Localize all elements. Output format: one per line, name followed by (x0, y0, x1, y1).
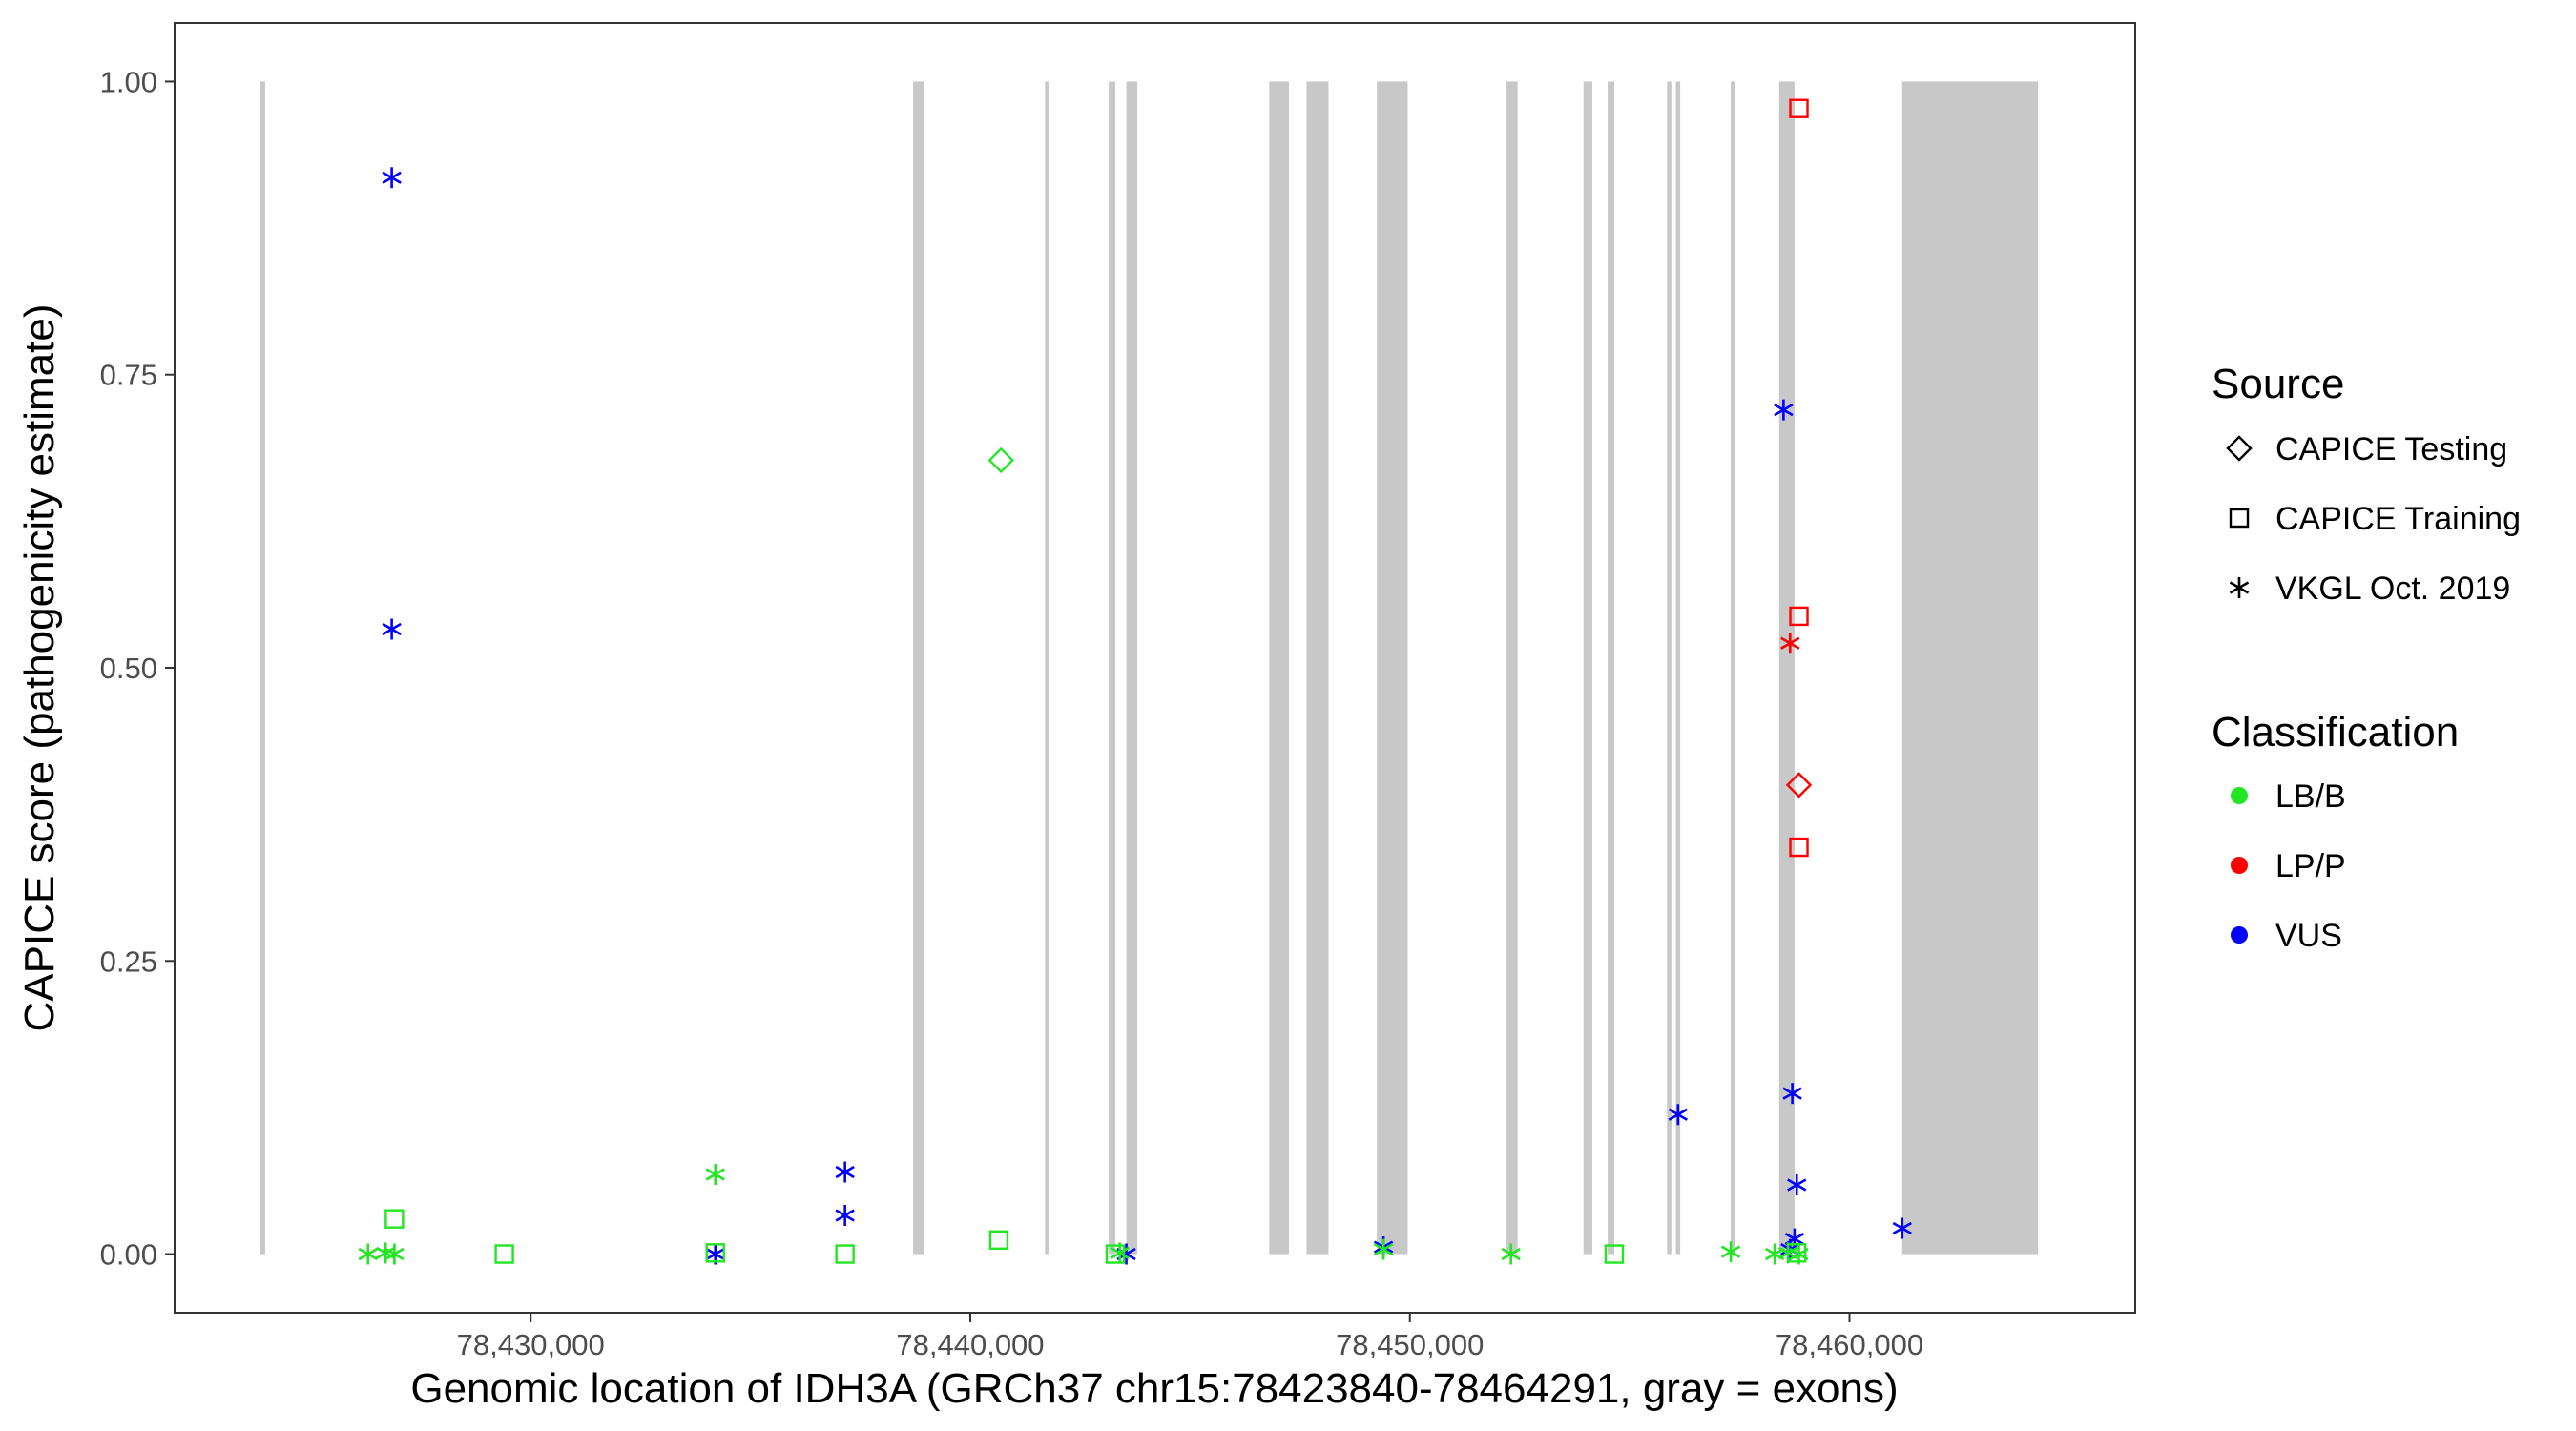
exon-band (1109, 81, 1116, 1255)
legend-key-diamond (2226, 435, 2253, 462)
x-tick-label: 78,430,000 (457, 1328, 605, 1361)
data-point-asterisk (382, 167, 402, 189)
exon-band (1126, 81, 1138, 1255)
legend-source-label: CAPICE Training (2275, 501, 2521, 537)
data-point-square (705, 1243, 725, 1263)
x-axis-title: Genomic location of IDH3A (GRCh37 chr15:… (410, 1365, 1898, 1412)
data-point-asterisk (1668, 1104, 1688, 1126)
data-point-asterisk (384, 1243, 405, 1265)
data-point-diamond (1785, 772, 1813, 798)
legend-classification-entries: LB/B LP/P VUS (2231, 778, 2346, 954)
data-point-square (384, 1209, 405, 1229)
legend-classification-label: VUS (2275, 918, 2342, 954)
data-point-square (1789, 837, 1809, 858)
legend-key-dot (2231, 926, 2248, 944)
data-point-asterisk (1501, 1243, 1521, 1265)
data-point-asterisk (835, 1161, 855, 1183)
exon-band (1583, 81, 1592, 1255)
data-point-asterisk (1780, 633, 1800, 654)
data-point-asterisk (382, 618, 402, 640)
exon-bands (260, 81, 2039, 1255)
legend-classification-label: LP/P (2275, 848, 2346, 884)
y-tick-label: 0.25 (100, 944, 157, 978)
y-tick-label: 0.50 (100, 652, 157, 685)
legend-key-dot (2231, 857, 2248, 874)
data-point-asterisk (358, 1243, 378, 1265)
exon-band (913, 81, 924, 1255)
legend-classification-label: LB/B (2275, 778, 2346, 815)
data-point-diamond (987, 446, 1014, 474)
legend-source-title: Source (2212, 361, 2344, 407)
legend-source-label: CAPICE Testing (2275, 431, 2507, 467)
exon-band (1731, 81, 1735, 1255)
x-axis: 78,430,000 78,440,000 78,450,000 78,460,000 (457, 1313, 1923, 1361)
y-tick-label: 0.75 (100, 359, 157, 392)
y-axis: 0.00 0.25 0.50 0.75 1.00 (100, 65, 175, 1272)
legend-classification-title: Classification (2212, 709, 2459, 756)
y-axis-title: CAPICE score (pathogenicity estimate) (16, 304, 63, 1032)
exon-band (1045, 81, 1049, 1255)
exon-band (1269, 81, 1290, 1255)
data-point-asterisk (1782, 1083, 1802, 1105)
legend-key-asterisk (2229, 577, 2250, 598)
data-point-square (1789, 98, 1809, 118)
data-point-asterisk (705, 1163, 725, 1185)
legend-source-entries: CAPICE Testing CAPICE Training VKGL Oct. 2… (2226, 431, 2521, 607)
exon-band (1608, 81, 1614, 1255)
data-point-square (1789, 606, 1809, 627)
legend-key-square (2229, 508, 2250, 529)
y-tick-label: 1.00 (100, 65, 157, 98)
exon-band (1306, 81, 1329, 1255)
data-point-asterisk (1892, 1217, 1912, 1239)
exon-band (1675, 81, 1681, 1255)
data-point-square (494, 1244, 514, 1264)
x-tick-label: 78,460,000 (1776, 1328, 1923, 1361)
data-point-square (988, 1230, 1009, 1250)
exon-band (260, 81, 265, 1255)
data-point-square (1105, 1244, 1126, 1264)
plot-panel-border (174, 22, 2136, 1314)
data-point-asterisk (835, 1204, 855, 1226)
x-tick-label: 78,440,000 (896, 1328, 1044, 1361)
x-tick-label: 78,450,000 (1336, 1328, 1484, 1361)
legend: Source CAPICE Testing CAPICE Training VKGL… (2212, 361, 2521, 954)
data-point-asterisk (1787, 1174, 1807, 1196)
data-point-asterisk (1774, 399, 1794, 421)
data-points (358, 98, 1912, 1265)
legend-source-label: VKGL Oct. 2019 (2275, 570, 2510, 607)
exon-band (1778, 81, 1795, 1255)
exon-band (1506, 81, 1518, 1255)
legend-key-dot (2231, 787, 2248, 804)
data-point-asterisk (1373, 1238, 1394, 1260)
data-point-square (1787, 1243, 1807, 1263)
data-point-asterisk (1720, 1241, 1741, 1263)
data-point-square (835, 1244, 855, 1264)
exon-band (1667, 81, 1672, 1255)
exon-band (1901, 81, 2039, 1255)
exon-band (1377, 81, 1408, 1255)
y-tick-label: 0.00 (100, 1238, 157, 1272)
data-point-square (1604, 1244, 1625, 1264)
